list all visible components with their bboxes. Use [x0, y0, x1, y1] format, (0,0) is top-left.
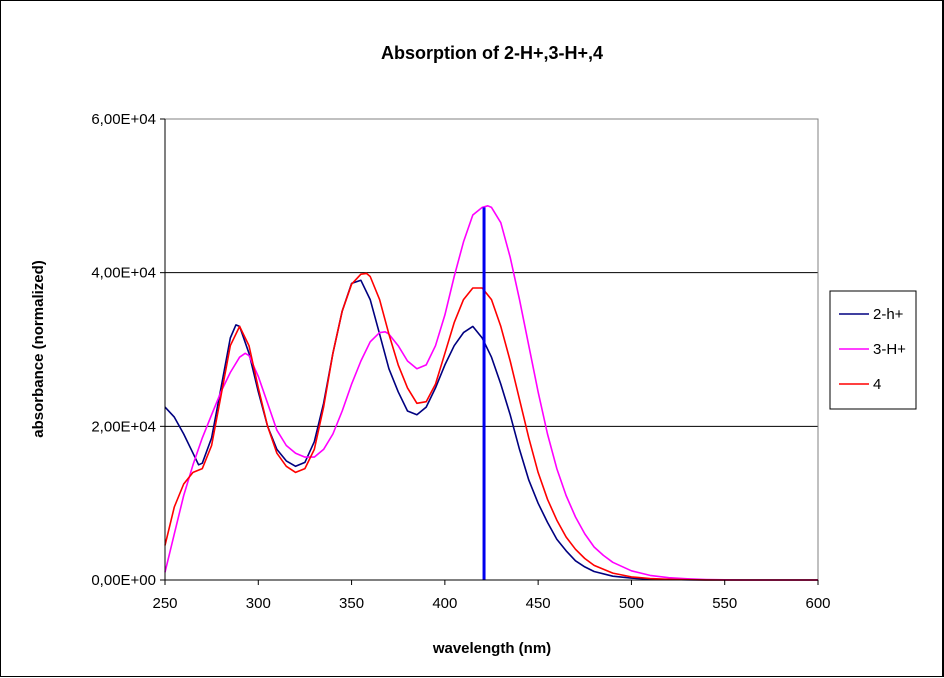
x-tick-label: 350 [339, 595, 364, 612]
legend: 2-h+ 3-H+ 4 [829, 290, 917, 410]
x-tick-label: 600 [805, 595, 830, 612]
x-tick-label: 400 [432, 595, 457, 612]
x-tick-labels: 250 300 350 400 450 500 550 600 [152, 595, 830, 612]
series-line-1 [164, 279, 818, 581]
chart-title: Absorption of 2-H+,3-H+,4 [381, 43, 603, 63]
x-tick-label: 250 [152, 595, 177, 612]
x-axis-label: wavelength (nm) [432, 640, 551, 657]
legend-box [829, 290, 917, 410]
y-tick-labels: 0,00E+00 2,00E+04 4,00E+04 6,00E+04 [91, 111, 156, 589]
y-tick-label: 2,00E+04 [91, 418, 156, 435]
plot-area [164, 118, 819, 581]
x-tick-label: 450 [526, 595, 551, 612]
series-line-3 [164, 272, 818, 581]
y-tick-label: 0,00E+00 [91, 572, 156, 589]
x-tick-label: 500 [619, 595, 644, 612]
y-tick-label: 6,00E+04 [91, 111, 156, 128]
series-layer [164, 205, 818, 581]
x-tick-label: 300 [246, 595, 271, 612]
x-tick-label: 550 [712, 595, 737, 612]
gridlines [165, 272, 818, 427]
y-axis-label: absorbance (normalized) [30, 260, 47, 438]
legend-label-1: 2-h+ [873, 306, 904, 323]
axes [160, 118, 819, 585]
legend-label-2: 3-H+ [873, 341, 906, 358]
y-tick-label: 4,00E+04 [91, 265, 156, 282]
legend-label-3: 4 [873, 376, 881, 393]
series-line-2 [164, 205, 818, 581]
